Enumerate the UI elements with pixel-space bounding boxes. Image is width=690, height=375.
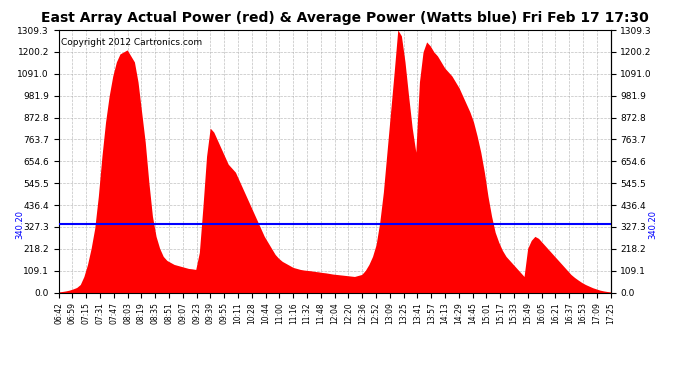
Text: East Array Actual Power (red) & Average Power (Watts blue) Fri Feb 17 17:30: East Array Actual Power (red) & Average …: [41, 11, 649, 25]
Text: Copyright 2012 Cartronics.com: Copyright 2012 Cartronics.com: [61, 38, 203, 47]
Text: 340.20: 340.20: [648, 210, 657, 239]
Text: 340.20: 340.20: [15, 210, 24, 239]
